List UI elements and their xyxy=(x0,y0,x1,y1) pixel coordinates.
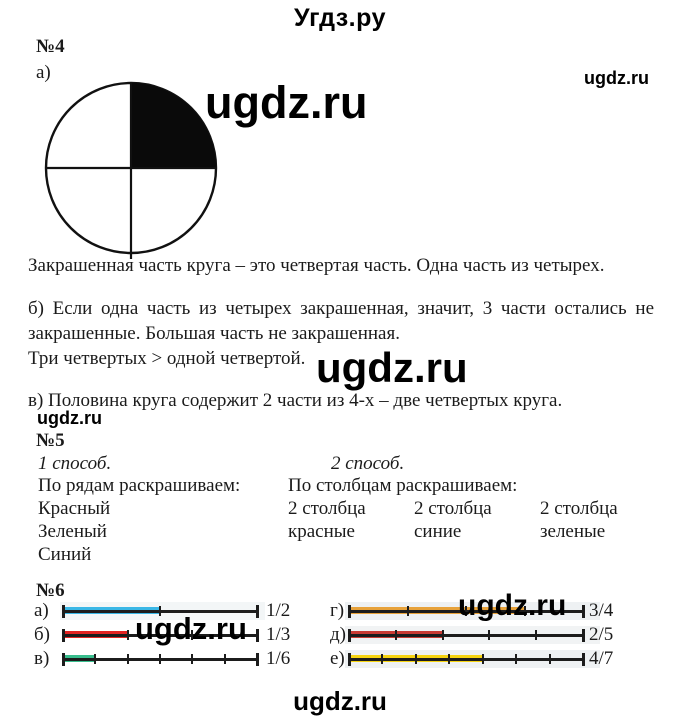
fraction-label: 2/5 xyxy=(589,624,614,645)
footer-watermark: ugdz.ru xyxy=(293,686,387,716)
task5-method1-title: 1 способ. xyxy=(38,453,112,474)
number-line-item-label: е) xyxy=(330,648,345,669)
tick-mark xyxy=(448,654,451,664)
tick-mark xyxy=(256,652,259,666)
task5-row-color: Красный xyxy=(38,498,111,519)
tick-mark xyxy=(94,654,97,664)
task4-item-b-line3: Три четвертых > одной четвертой. xyxy=(28,348,306,369)
task4-item-a-label: а) xyxy=(36,62,51,83)
watermark-text: ugdz.ru xyxy=(316,344,468,391)
tick-mark xyxy=(126,654,129,664)
number-line-item-label: в) xyxy=(34,648,50,669)
tick-mark xyxy=(394,630,397,640)
tick-mark xyxy=(414,654,417,664)
watermark-text: ugdz.ru xyxy=(135,611,247,646)
tick-mark xyxy=(582,652,585,666)
task5-number: №5 xyxy=(36,430,65,451)
tick-mark xyxy=(191,630,194,640)
task5-row-color: Зеленый xyxy=(38,521,107,542)
page-title: Угдз.ру xyxy=(294,4,386,32)
tick-mark xyxy=(62,652,65,666)
task4-item-b-line1: б) Если одна часть из четырех закрашенна… xyxy=(28,298,654,319)
tick-mark xyxy=(381,654,384,664)
number-line xyxy=(349,658,583,661)
fraction-label: 4/7 xyxy=(589,648,614,669)
task5-row-color: Синий xyxy=(38,544,92,565)
fraction-label: 3/4 xyxy=(589,600,614,621)
tick-mark xyxy=(488,630,491,640)
watermark-text: ugdz.ru xyxy=(584,68,649,88)
task4-item-v: в) Половина круга содержит 2 части из 4-… xyxy=(28,390,563,411)
task5-col-color: зеленые xyxy=(540,521,606,542)
task5-method2-title: 2 способ. xyxy=(331,453,405,474)
watermark-text: ugdz.ru xyxy=(458,589,567,622)
tick-mark xyxy=(126,630,129,640)
quarter-circle-figure xyxy=(44,81,218,259)
tick-mark xyxy=(348,604,351,618)
tick-mark xyxy=(223,654,226,664)
task5-method2-subtitle: По столбцам раскрашиваем: xyxy=(288,475,518,496)
task4-number: №4 xyxy=(36,36,65,57)
task5-col-count: 2 столбца xyxy=(540,498,618,519)
task5-col-color: красные xyxy=(288,521,355,542)
tick-mark xyxy=(582,628,585,642)
tick-mark xyxy=(406,606,409,616)
number-line xyxy=(349,634,583,637)
fraction-label: 1/3 xyxy=(266,624,291,645)
fraction-label: 1/2 xyxy=(266,600,291,621)
fraction-label: 1/6 xyxy=(266,648,291,669)
number-line-item-label: а) xyxy=(34,600,49,621)
tick-mark xyxy=(256,628,259,642)
task5-method1-subtitle: По рядам раскрашиваем: xyxy=(38,475,241,496)
task4-caption: Закрашенная часть круга – это четвертая … xyxy=(28,255,605,276)
tick-mark xyxy=(465,606,467,616)
tick-mark xyxy=(348,628,351,642)
tick-mark xyxy=(441,630,444,640)
tick-mark xyxy=(159,654,161,664)
number-line-item-label: б) xyxy=(34,624,50,645)
tick-mark xyxy=(523,606,526,616)
tick-mark xyxy=(535,630,538,640)
task5-col-count: 2 столбца xyxy=(414,498,492,519)
tick-mark xyxy=(159,606,161,616)
task6-number: №6 xyxy=(36,580,65,601)
task5-col-count: 2 столбца xyxy=(288,498,366,519)
tick-mark xyxy=(191,654,194,664)
number-line-item-label: г) xyxy=(330,600,345,621)
tick-mark xyxy=(62,604,65,618)
number-line xyxy=(63,634,257,637)
task5-col-color: синие xyxy=(414,521,462,542)
tick-mark xyxy=(348,652,351,666)
tick-mark xyxy=(582,604,585,618)
watermark-text: ugdz.ru xyxy=(205,77,368,128)
tick-mark xyxy=(62,628,65,642)
number-line-item-label: д) xyxy=(330,624,346,645)
shaded-quarter xyxy=(131,83,216,168)
watermark-text: ugdz.ru xyxy=(37,408,102,428)
task4-item-b-line2: закрашенные. Большая часть не закрашенна… xyxy=(28,323,400,344)
tick-mark xyxy=(548,654,551,664)
tick-mark xyxy=(256,604,259,618)
tick-mark xyxy=(515,654,518,664)
tick-mark xyxy=(481,654,484,664)
